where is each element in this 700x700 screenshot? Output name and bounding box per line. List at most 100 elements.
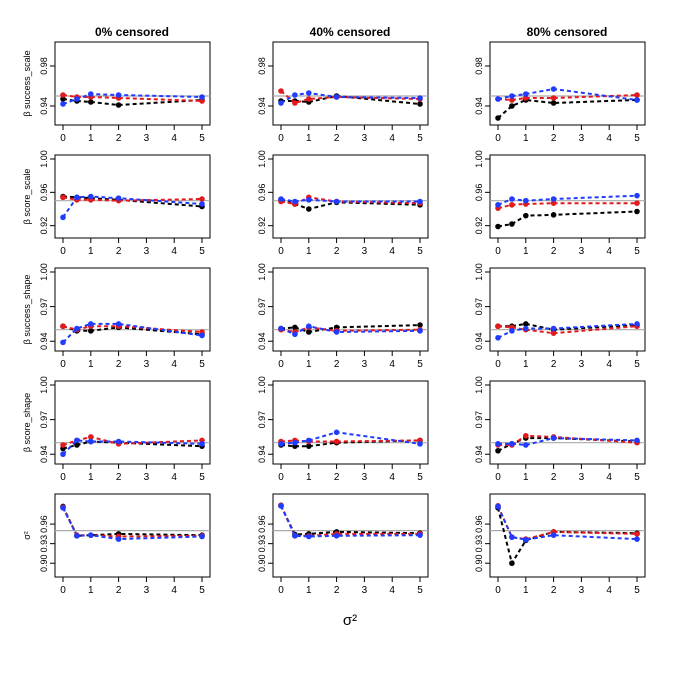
series-line-blue xyxy=(280,505,421,538)
y-tick-label: 0.94 xyxy=(257,97,267,115)
x-tick-label: 0 xyxy=(60,246,66,257)
x-tick-label: 0 xyxy=(278,246,284,257)
x-tick-label: 2 xyxy=(116,133,122,144)
data-point-blue xyxy=(292,92,298,98)
data-point-red xyxy=(199,98,205,104)
data-point-blue xyxy=(88,321,94,327)
x-tick-label: 1 xyxy=(523,133,529,144)
plot-frame xyxy=(272,493,429,578)
data-point-red xyxy=(60,194,66,201)
x-tick-label: 2 xyxy=(334,472,340,483)
x-tick-label: 2 xyxy=(334,246,340,257)
data-point-black xyxy=(306,329,312,335)
data-point-blue xyxy=(292,198,298,205)
y-tick-label: 0.97 xyxy=(39,411,49,429)
column-title-1: 0% censored xyxy=(95,25,169,39)
x-tick-label: 3 xyxy=(144,359,150,370)
x-tick-label: 2 xyxy=(551,246,557,257)
data-point-blue xyxy=(550,325,557,332)
column-titles: 0% censored 40% censored 80% censored xyxy=(95,25,607,39)
x-tick-label: 1 xyxy=(88,359,94,370)
data-point-blue xyxy=(417,198,423,205)
x-tick-label: 3 xyxy=(144,133,150,144)
x-tick-label: 5 xyxy=(634,133,640,144)
data-point-blue xyxy=(88,532,94,538)
data-point-blue xyxy=(495,441,501,447)
y-tick-label: 1.00 xyxy=(474,150,484,168)
data-point-red xyxy=(60,92,66,98)
y-tick-label: 0.96 xyxy=(257,515,267,533)
x-tick-label: 1 xyxy=(306,585,312,596)
x-tick-label: 2 xyxy=(551,472,557,483)
x-tick-label: 4 xyxy=(171,133,177,144)
x-tick-label: 0 xyxy=(278,133,284,144)
data-point-blue xyxy=(306,533,312,540)
x-tick-label: 2 xyxy=(116,585,122,596)
x-tick-label: 0 xyxy=(60,472,66,483)
data-point-blue xyxy=(278,100,284,106)
x-tick-label: 1 xyxy=(523,585,529,596)
plot-frame xyxy=(54,41,211,126)
data-point-black xyxy=(88,328,94,334)
panel-r5-c1: 0 1 2 3 4 5 0.900.93 0.96 σ² xyxy=(22,493,211,596)
y-tick-label: 0.90 xyxy=(474,554,484,572)
x-tick-label: 2 xyxy=(116,246,122,257)
plot-frame xyxy=(489,493,646,578)
x-tick-label: 1 xyxy=(523,246,529,257)
data-point-blue xyxy=(634,321,640,327)
x-tick-label: 3 xyxy=(362,359,368,370)
x-tick-label: 0 xyxy=(60,359,66,370)
data-point-black xyxy=(417,101,423,107)
series-line-black xyxy=(62,195,203,208)
data-point-red xyxy=(634,200,640,206)
data-point-red xyxy=(634,531,640,537)
data-point-black xyxy=(495,115,501,121)
panel-r1-c1: 0 1 2 3 4 5 0.94 0.98 β success_scale xyxy=(22,41,211,144)
plot-frame xyxy=(272,41,429,126)
data-point-black xyxy=(495,223,501,230)
y-tick-label: 0.97 xyxy=(474,298,484,316)
y-tick-label: 0.92 xyxy=(257,217,267,235)
x-tick-label: 5 xyxy=(417,246,423,257)
data-point-blue xyxy=(333,329,340,335)
y-axis-label: β success_shape xyxy=(22,275,32,345)
x-tick-label: 4 xyxy=(389,585,395,596)
series-line-red xyxy=(62,94,203,102)
panel-r1-c2: 0 1 2 3 4 5 0.94 0.98 xyxy=(257,41,429,144)
series-line-black xyxy=(497,98,638,119)
x-tick-label: 1 xyxy=(306,359,312,370)
y-tick-label: 1.00 xyxy=(39,263,49,281)
data-point-blue xyxy=(278,196,284,202)
series-line-red xyxy=(497,505,638,541)
data-point-black xyxy=(634,208,640,215)
y-tick-label: 1.00 xyxy=(39,376,49,394)
data-point-blue xyxy=(333,533,340,539)
x-tick-label: 2 xyxy=(334,359,340,370)
y-tick-label: 0.96 xyxy=(474,184,484,202)
data-point-blue xyxy=(523,91,529,97)
panel-r1-c3: 0 1 2 3 4 5 0.94 0.98 xyxy=(474,41,646,144)
data-point-black xyxy=(115,102,122,108)
y-tick-label: 0.96 xyxy=(39,515,49,533)
x-tick-label: 3 xyxy=(579,472,585,483)
x-tick-label: 1 xyxy=(306,133,312,144)
x-tick-label: 5 xyxy=(634,585,640,596)
x-tick-label: 5 xyxy=(199,133,205,144)
data-point-red xyxy=(306,96,312,102)
data-point-black xyxy=(509,103,515,109)
data-point-blue xyxy=(417,95,423,101)
y-tick-label: 0.92 xyxy=(474,217,484,235)
y-tick-label: 1.00 xyxy=(257,150,267,168)
y-tick-label: 1.00 xyxy=(39,150,49,168)
x-tick-label: 3 xyxy=(579,359,585,370)
data-point-blue xyxy=(199,441,205,447)
data-point-blue xyxy=(306,323,312,330)
y-tick-label: 1.00 xyxy=(257,376,267,394)
y-tick-label: 0.92 xyxy=(39,217,49,235)
x-tick-label: 1 xyxy=(306,246,312,257)
x-tick-label: 5 xyxy=(634,359,640,370)
data-point-black xyxy=(550,212,557,218)
data-point-black xyxy=(306,443,312,449)
x-tick-label: 4 xyxy=(606,246,612,257)
data-point-blue xyxy=(292,439,298,446)
